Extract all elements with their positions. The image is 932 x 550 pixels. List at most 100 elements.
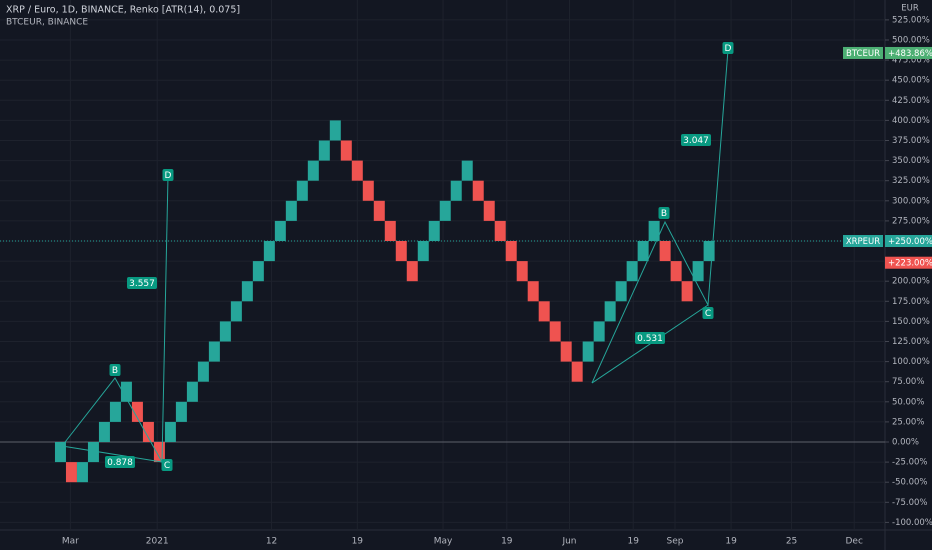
y-tick-label: 525.00% (892, 15, 930, 25)
renko-brick (263, 241, 275, 262)
annotations: B C D 3.557 0.878 B C D 3.047 0.531 (61, 42, 734, 471)
price-badge-label: +250.00% (888, 237, 932, 247)
annotation-label: B (661, 209, 667, 219)
annotation-box (722, 42, 734, 54)
x-tick-label: Mar (62, 537, 79, 547)
x-tick-label: Dec (846, 537, 863, 547)
axes: -100.00% -75.00% -50.00% -25.00% 0.00% 25.00%… (62, 15, 932, 547)
renko-brick (164, 421, 176, 443)
renko-brick (241, 281, 253, 302)
renko-brick (120, 381, 132, 402)
y-axis-label: EUR (901, 4, 919, 14)
y-tick-label: -75.00% (892, 498, 927, 508)
annotation-label: D (725, 44, 732, 54)
annotation-label: 0.531 (637, 334, 663, 344)
annotation-box (105, 456, 135, 468)
renko-brick (505, 241, 517, 262)
renko-brick (703, 241, 715, 262)
y-tick-label: 375.00% (892, 136, 930, 146)
renko-brick (54, 442, 66, 463)
renko-brick (560, 341, 572, 362)
y-tick-label: 400.00% (892, 116, 930, 126)
renko-brick (87, 442, 99, 463)
y-tick-label: 125.00% (892, 337, 930, 347)
x-tick-label: 25 (786, 537, 797, 547)
renko-brick (274, 220, 286, 242)
renko-brick (516, 261, 528, 282)
renko-brick (175, 401, 187, 422)
annotation-label: C (164, 461, 170, 471)
renko-brick (428, 220, 440, 242)
renko-brick (109, 401, 121, 422)
price-badge (885, 46, 932, 59)
renko-brick (648, 220, 660, 242)
annotation-box (681, 134, 711, 146)
y-tick-label: 200.00% (892, 277, 930, 287)
renko-brick (571, 361, 583, 382)
y-tick-label: 0.00% (892, 438, 919, 448)
renko-brick (307, 160, 319, 181)
renko-brick (494, 220, 506, 242)
y-tick-label: 25.00% (892, 417, 924, 427)
renko-brick (362, 180, 374, 201)
renko-brick (439, 200, 451, 221)
renko-brick (142, 421, 154, 443)
renko-brick (527, 281, 539, 302)
annotation-label: D (165, 171, 172, 181)
renko-brick (219, 321, 231, 342)
renko-brick (549, 321, 561, 342)
y-tick-label: 450.00% (892, 76, 930, 86)
renko-brick (626, 261, 638, 282)
price-badge-label: +223.00% (888, 259, 932, 269)
renko-brick (340, 140, 352, 161)
x-tick-label: May (434, 537, 453, 547)
renko-brick (593, 321, 605, 342)
plot (54, 120, 715, 483)
renko-brick (153, 442, 165, 463)
series-badge (843, 46, 883, 59)
renko-brick (615, 281, 627, 302)
y-tick-label: 150.00% (892, 317, 930, 327)
pattern-line (591, 49, 729, 384)
y-tick-label: -100.00% (892, 518, 932, 528)
renko-brick (670, 261, 682, 282)
annotation-box (161, 459, 173, 471)
series-badge (843, 235, 883, 248)
x-tick-label: 19 (725, 537, 737, 547)
renko-brick (681, 281, 693, 302)
y-tick-label: 350.00% (892, 156, 930, 166)
renko-brick (483, 200, 495, 221)
y-tick-label: 325.00% (892, 176, 930, 186)
price-badge (885, 256, 932, 269)
x-tick-label: 19 (628, 537, 640, 547)
renko-brick (351, 160, 363, 181)
annotation-label: 3.047 (683, 136, 709, 146)
renko-brick (450, 180, 462, 201)
y-tick-label: 300.00% (892, 196, 930, 206)
x-tick-label: 2021 (146, 537, 169, 547)
y-tick-label: -25.00% (892, 458, 927, 468)
annotation-label: 3.557 (129, 279, 155, 289)
renko-brick (285, 200, 297, 221)
renko-brick (538, 301, 550, 322)
x-tick-label: Sep (667, 537, 684, 547)
renko-brick (472, 180, 484, 201)
renko-brick (65, 462, 77, 483)
y-tick-label: 425.00% (892, 96, 930, 106)
renko-brick (461, 160, 473, 181)
annotation-box (127, 277, 157, 289)
renko-brick (186, 381, 198, 402)
x-tick-label: Jun (561, 537, 576, 547)
renko-brick (98, 421, 110, 443)
renko-brick (384, 220, 396, 242)
price-badge (885, 235, 932, 248)
chart-subtitle: BTCEUR, BINANCE (6, 18, 88, 28)
renko-brick (373, 200, 385, 221)
annotation-label: C (705, 309, 711, 319)
renko-brick (131, 401, 143, 422)
pattern-line (61, 445, 163, 463)
renko-brick (208, 341, 220, 362)
y-tick-label: 100.00% (892, 357, 930, 367)
renko-brick (252, 261, 264, 282)
x-tick-label: 19 (352, 537, 364, 547)
